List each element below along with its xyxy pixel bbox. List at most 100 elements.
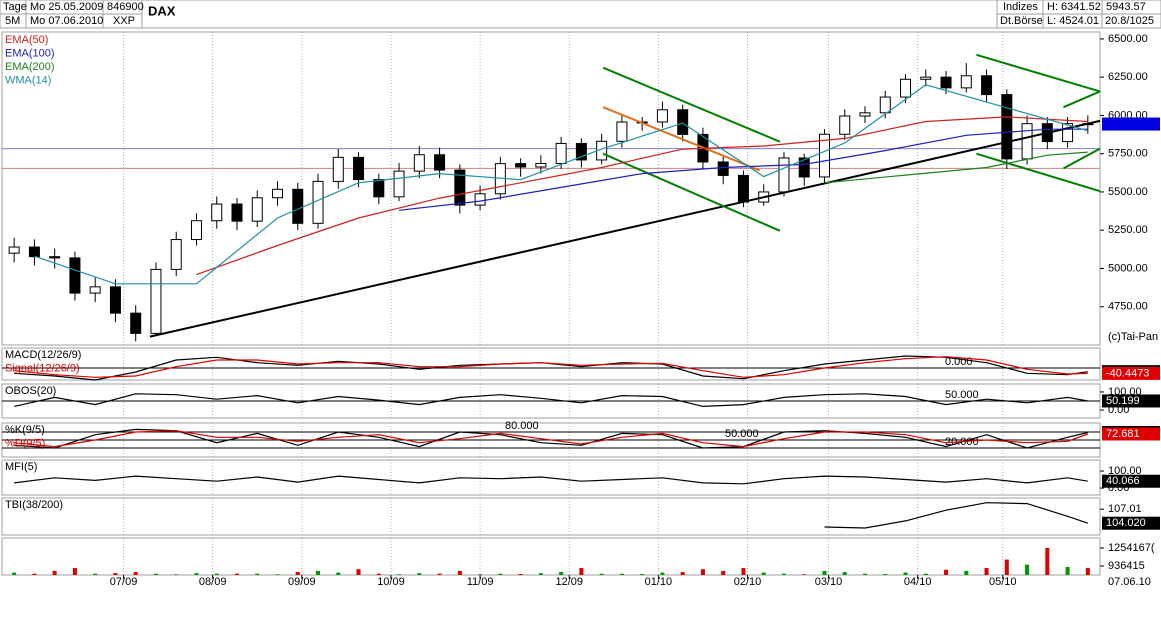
- level-label: 80.000: [505, 420, 539, 432]
- legend-label: OBOS(20): [5, 385, 56, 397]
- x-tick-label: 08/09: [199, 576, 227, 588]
- candle-body: [1001, 94, 1013, 160]
- volume-bar: [619, 573, 624, 575]
- volume-bar: [174, 574, 179, 575]
- volume-bar: [93, 573, 98, 575]
- candle-body: [170, 239, 182, 270]
- volume-bar: [397, 574, 402, 575]
- y-tick-label: 1254167(: [1108, 542, 1155, 554]
- series-line: [14, 428, 1088, 449]
- y-tick-label: 5500.00: [1108, 186, 1148, 198]
- x-tick-label: 09/09: [288, 576, 316, 588]
- volume-bar: [133, 572, 138, 575]
- y-tick-label: 5750.00: [1108, 148, 1148, 160]
- candle-body: [798, 157, 810, 178]
- trend-line: [1063, 90, 1101, 109]
- y-tick-label: 100.00: [1108, 465, 1142, 477]
- candle-body: [717, 161, 729, 176]
- volume-bar: [376, 573, 381, 575]
- candle-body: [839, 115, 851, 135]
- volume-bar: [113, 573, 118, 575]
- candle-body: [656, 109, 668, 123]
- volume-bar: [234, 573, 239, 575]
- trend-line: [149, 119, 1101, 338]
- volume-bar: [336, 572, 341, 575]
- header-cell: 20.8/1025: [1105, 15, 1154, 27]
- volume-bar: [295, 572, 300, 575]
- volume-bar: [559, 572, 564, 575]
- volume-bar: [153, 573, 158, 575]
- volume-bar: [741, 568, 746, 575]
- candle-body: [332, 156, 344, 182]
- volume-bar: [1085, 568, 1090, 575]
- last-value-box: [1102, 394, 1160, 408]
- panel-frame: [1, 497, 1101, 536]
- candle-body: [130, 312, 142, 334]
- volume-bar: [700, 569, 705, 575]
- candle-body: [454, 169, 466, 206]
- volume-bar: [214, 573, 219, 575]
- volume-bar: [781, 573, 786, 575]
- candle-body: [900, 78, 912, 98]
- candle-body: [737, 174, 749, 203]
- x-tick-label: 05/10: [989, 576, 1017, 588]
- candle-body: [555, 142, 567, 164]
- candle-body: [920, 76, 932, 80]
- candle-body: [940, 76, 952, 89]
- candle-body: [616, 121, 628, 142]
- x-tick-label: 12/09: [555, 576, 583, 588]
- header-cell: 846900: [107, 1, 144, 13]
- volume-bar: [944, 569, 949, 575]
- level-label: 0.000: [945, 356, 973, 368]
- legend-label: TBI(38/200): [5, 499, 63, 511]
- header-cell: XXP: [113, 15, 135, 27]
- candle-body: [474, 193, 486, 206]
- header-cell: Dt.Börse: [1000, 15, 1043, 27]
- candle-body: [373, 179, 385, 198]
- end-date-label: 07.06.10: [1108, 576, 1151, 588]
- candle-body: [960, 75, 972, 89]
- volume-bar: [903, 572, 908, 575]
- last-value-box: [1102, 366, 1160, 380]
- volume-bar: [721, 570, 726, 575]
- candle-body: [981, 75, 993, 96]
- series-line: [14, 475, 1088, 485]
- legend-label: Signal(12/26/9): [5, 362, 80, 374]
- candle-body: [49, 256, 61, 259]
- volume-bar: [437, 573, 442, 575]
- candle-body: [69, 257, 81, 294]
- series-line: [14, 430, 1089, 448]
- volume-bar: [680, 572, 685, 575]
- candle-body: [859, 112, 871, 117]
- volume-bar: [1004, 559, 1009, 575]
- last-value-box: [1102, 474, 1160, 488]
- volume-bar: [822, 570, 827, 575]
- legend-label: %D(9/5): [5, 437, 45, 449]
- series-line: [824, 502, 1088, 529]
- legend-label: EMA(100): [5, 47, 55, 59]
- y-tick-label: 6250.00: [1108, 71, 1148, 83]
- candle-body: [393, 170, 405, 198]
- volume-bar: [275, 574, 280, 575]
- x-tick-label: 04/10: [904, 576, 932, 588]
- volume-bar: [478, 574, 483, 575]
- candle-body: [211, 203, 223, 222]
- header-cell: Tage: [3, 1, 27, 13]
- series-line: [14, 393, 1088, 408]
- candle-body: [535, 162, 547, 168]
- volume-bar: [356, 569, 361, 575]
- volume-bar: [1025, 564, 1030, 575]
- candle-body: [251, 197, 263, 222]
- volume-bar: [964, 570, 969, 575]
- legend-label: MACD(12/26/9): [5, 349, 81, 361]
- header-title: DAX: [148, 3, 176, 18]
- trend-line: [976, 53, 1101, 93]
- candle-body: [292, 188, 304, 224]
- candle-body: [28, 246, 40, 258]
- header-bar: [0, 0, 1161, 29]
- last-value-label: 50.199: [1106, 395, 1140, 407]
- candle-body: [413, 154, 425, 172]
- candle-body: [677, 109, 689, 135]
- volume-bar: [255, 573, 260, 575]
